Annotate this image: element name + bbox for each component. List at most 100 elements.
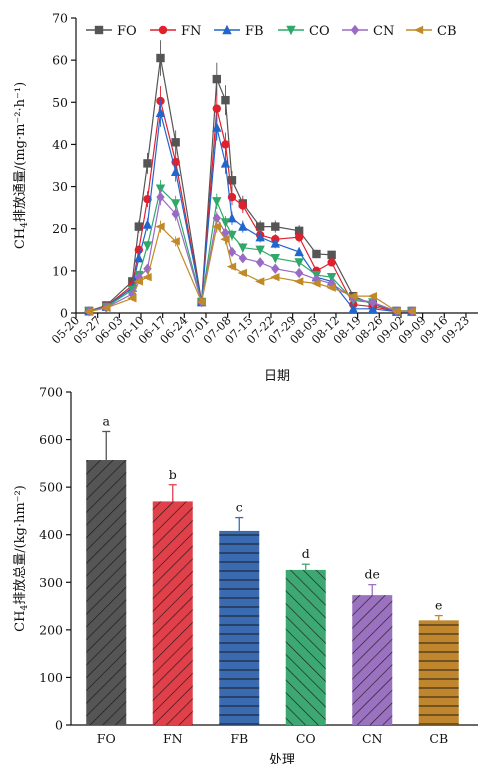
series-point-FN: [221, 140, 230, 149]
bar-letter-FB: c: [236, 500, 243, 515]
legend-marker-CN: [350, 24, 360, 36]
chart1-ytick-label: 60: [52, 53, 68, 68]
series-point-CB: [83, 307, 94, 316]
chart2-ylabel-sub: 4: [20, 605, 30, 611]
series-point-CN: [255, 257, 265, 268]
series-point-FO: [221, 95, 230, 105]
chart1-xlabel: 日期: [264, 369, 290, 384]
series-point-CO: [255, 245, 265, 255]
series-point-CB: [311, 279, 321, 288]
bar-letter-FN: b: [169, 467, 177, 482]
legend-marker-FN: [158, 25, 168, 35]
series-point-FO: [327, 250, 336, 260]
series-point-CB: [293, 277, 304, 286]
series-point-FO: [212, 74, 222, 84]
series-point-CO: [294, 258, 304, 268]
series-point-CB: [155, 222, 165, 231]
series-point-CB: [367, 291, 377, 301]
chart2-ytick-label: 700: [39, 385, 63, 400]
series-point-CO: [326, 272, 337, 283]
series-point-CB: [348, 291, 358, 301]
series-point-CN: [171, 208, 180, 220]
bar-letter-CN: de: [365, 567, 380, 582]
series-point-FN: [212, 104, 222, 113]
chart1-ytick-label: 70: [52, 11, 68, 26]
bar-hatch-CB: [418, 620, 459, 725]
series-point-CN: [238, 253, 248, 264]
series-point-CB: [211, 222, 222, 231]
series-point-FO: [271, 222, 280, 231]
bar-hatch-FB: [219, 530, 260, 725]
series-point-CN: [227, 246, 237, 258]
legend-marker-FO: [94, 25, 104, 35]
series-point-CN: [368, 297, 377, 308]
series-point-CO: [238, 243, 248, 253]
bar-CN: de CN: [352, 567, 393, 746]
series-CB: [83, 220, 416, 316]
legend-label-CO: CO: [309, 24, 330, 39]
series-point-FN: [238, 201, 248, 210]
series-point-FB: [212, 122, 222, 132]
bar-category-CB: CB: [429, 731, 448, 746]
series-point-FN: [294, 232, 304, 242]
series-point-FO: [312, 249, 321, 259]
series-point-CB: [237, 268, 248, 278]
series-point-CO: [142, 241, 153, 251]
series-point-CB: [170, 237, 180, 246]
series-point-FB: [270, 238, 281, 248]
series-point-CB: [254, 277, 265, 286]
chart1-ytick-label: 10: [52, 263, 68, 278]
series-point-FN: [327, 258, 336, 267]
legend-label-FO: FO: [117, 24, 137, 39]
series-point-CB: [326, 283, 336, 292]
bar-category-CN: CN: [362, 731, 383, 746]
bar-hatch-FN: [152, 501, 193, 725]
series-point-CO: [270, 254, 281, 264]
series-point-FB: [348, 303, 358, 313]
chart2-ytick-label: 200: [39, 622, 63, 637]
bar-CB: e CB: [418, 598, 459, 746]
series-point-CN: [134, 271, 144, 283]
chart2-ylabel-rest: 排放总量/(kg·hm⁻²): [13, 485, 28, 605]
series-point-CN: [294, 267, 304, 279]
legend-label-FN: FN: [181, 24, 201, 39]
chart1-ytick-label: 0: [60, 306, 68, 321]
chart1-ytick-label: 40: [52, 137, 68, 152]
chart1-ylabel-rest: 排放通量/(mg·m⁻²·h⁻¹): [13, 82, 28, 222]
series-point-FB: [294, 246, 304, 257]
chart2-ytick-label: 500: [39, 480, 63, 495]
series-point-CO: [227, 230, 237, 241]
series-point-CB: [196, 297, 206, 307]
chart1-ylabel-sub: 4: [20, 222, 30, 228]
series-point-FB: [170, 166, 181, 177]
bar-hatch-CO: [285, 569, 326, 725]
bar-category-FB: FB: [230, 731, 248, 746]
series-point-FB: [220, 158, 231, 168]
series-point-FB: [368, 303, 378, 313]
series-point-CO: [212, 197, 222, 207]
bar-FN: b FN: [152, 467, 193, 746]
series-point-FN: [143, 195, 152, 204]
legend-marker-CO: [286, 25, 296, 36]
series-point-CO: [220, 218, 231, 228]
chart1-ytick-label: 20: [52, 221, 68, 236]
series-point-CB: [391, 307, 401, 316]
chart1-ylabel: CH4排放通量/(mg·m⁻²·h⁻¹): [13, 82, 30, 249]
chart1-ytick-label: 50: [52, 95, 68, 110]
bar-category-CO: CO: [296, 731, 316, 746]
bar-hatch-FO: [86, 460, 127, 725]
bar-category-FO: FO: [97, 731, 116, 746]
series-point-FO: [255, 222, 265, 231]
series-point-FO: [294, 226, 304, 236]
chart2-ytick-label: 600: [39, 432, 63, 447]
series-point-FB: [155, 107, 166, 118]
series-point-CB: [142, 272, 152, 282]
legend-label-FB: FB: [245, 24, 264, 39]
series-point-CB: [127, 294, 137, 303]
series-point-CN: [271, 263, 280, 274]
series-point-CB: [406, 307, 416, 316]
series-point-CO: [170, 199, 181, 209]
series-point-CN: [212, 212, 222, 224]
